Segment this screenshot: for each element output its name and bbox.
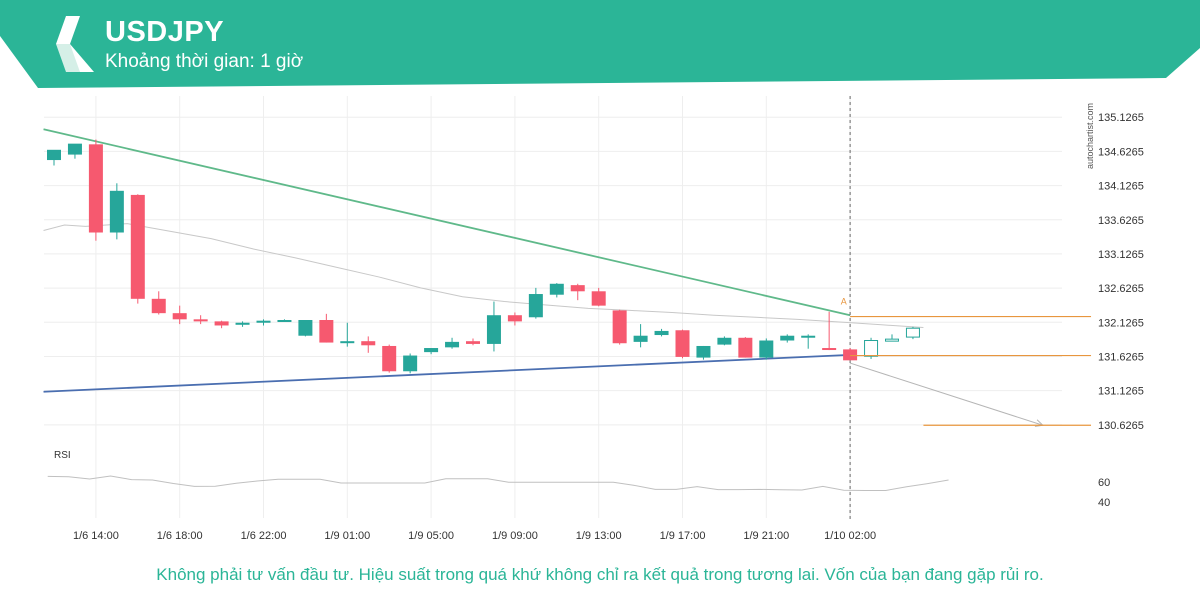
- overlay-lines: [43, 96, 1044, 522]
- candle-body: [424, 348, 439, 353]
- candles: [47, 139, 920, 374]
- candle-body: [738, 337, 753, 358]
- candle-body: [864, 340, 879, 357]
- y-tick-label: 133.6265: [1098, 215, 1144, 227]
- candle-body: [905, 327, 920, 338]
- candle-body: [214, 321, 229, 326]
- candle-body: [130, 194, 145, 299]
- candle-body: [193, 319, 208, 322]
- y-tick-label: 132.6265: [1098, 283, 1144, 295]
- x-tick-label: 1/9 09:00: [492, 530, 538, 542]
- candle-body: [528, 294, 543, 318]
- candle-body: [654, 330, 669, 336]
- y-tick-label: 130.6265: [1098, 420, 1144, 432]
- candle-body: [612, 310, 627, 344]
- candle-body: [486, 315, 501, 344]
- x-tick-label: 1/6 22:00: [241, 530, 287, 542]
- y-tick-label: 133.1265: [1098, 249, 1144, 261]
- grid: [44, 96, 1062, 518]
- candle-body: [843, 349, 858, 361]
- rsi-label: RSI: [54, 450, 71, 461]
- candle-body: [403, 355, 418, 372]
- candle-body: [277, 320, 292, 322]
- candle-body: [340, 341, 355, 344]
- candle-body: [466, 341, 480, 344]
- rsi-tick-label: 60: [1098, 477, 1110, 489]
- rsi-panel: RSI: [47, 450, 949, 491]
- y-tick-label: 131.6265: [1098, 351, 1144, 363]
- axes: 135.1265 134.6265 134.1265 133.6265 133.1265…: [73, 112, 1144, 542]
- pattern-marker: A: [841, 296, 847, 306]
- candle-body: [151, 298, 166, 314]
- x-tick-label: 1/9 21:00: [743, 530, 789, 542]
- x-tick-label: 1/9 05:00: [408, 530, 454, 542]
- y-tick-label: 134.6265: [1098, 146, 1144, 158]
- candle-body: [759, 340, 774, 358]
- candle-body: [445, 341, 460, 348]
- x-tick-label: 1/9 01:00: [324, 530, 370, 542]
- candle-body: [717, 337, 732, 345]
- disclaimer: Không phải tư vấn đầu tư. Hiệu suất tron…: [156, 565, 1044, 584]
- candle-body: [885, 338, 899, 342]
- candle-body: [591, 291, 606, 306]
- candle-body: [675, 330, 690, 357]
- support-line: [43, 353, 851, 393]
- x-tick-label: 1/9 13:00: [576, 530, 622, 542]
- candle-body: [256, 320, 271, 323]
- rsi-tick-label: 40: [1098, 497, 1110, 509]
- candle-body: [633, 335, 648, 342]
- candle-body: [361, 341, 376, 346]
- x-tick-label: 1/6 14:00: [73, 530, 119, 542]
- candle-body: [382, 345, 397, 372]
- y-tick-label: 134.1265: [1098, 181, 1144, 193]
- price-levels: A: [841, 296, 1092, 426]
- y-tick-label: 131.1265: [1098, 386, 1144, 398]
- header-background: [0, 0, 1200, 88]
- candle-body: [801, 335, 816, 338]
- candle-body: [570, 285, 585, 292]
- candle-body: [298, 320, 313, 336]
- page-title: USDJPY: [105, 16, 225, 48]
- x-tick-label: 1/10 02:00: [824, 530, 876, 542]
- rsi-line: [47, 475, 949, 491]
- candle-body: [88, 144, 103, 233]
- candle-body: [319, 320, 334, 343]
- watermark: autochartist.com: [1085, 103, 1095, 169]
- candle-body: [780, 335, 795, 341]
- resistance-line: [43, 128, 851, 317]
- header-banner: [0, 0, 1200, 88]
- y-tick-label: 135.1265: [1098, 112, 1144, 124]
- y-tick-label: 132.1265: [1098, 317, 1144, 329]
- forecast-arrow-line: [849, 362, 1043, 426]
- candle-body: [67, 143, 82, 155]
- candle-body: [47, 149, 61, 161]
- candle-body: [549, 283, 564, 295]
- candle-body: [696, 345, 711, 358]
- candle-body: [822, 348, 837, 351]
- moving-average-line: [43, 223, 924, 329]
- candle-body: [235, 322, 250, 325]
- brand-logo-icon: [56, 16, 94, 72]
- candle-body: [172, 313, 187, 320]
- candle-body: [109, 190, 124, 233]
- x-tick-label: 1/6 18:00: [157, 530, 203, 542]
- x-tick-label: 1/9 17:00: [660, 530, 706, 542]
- candle-body: [507, 315, 522, 322]
- timeframe-subtitle: Khoảng thời gian: 1 giờ: [105, 51, 304, 72]
